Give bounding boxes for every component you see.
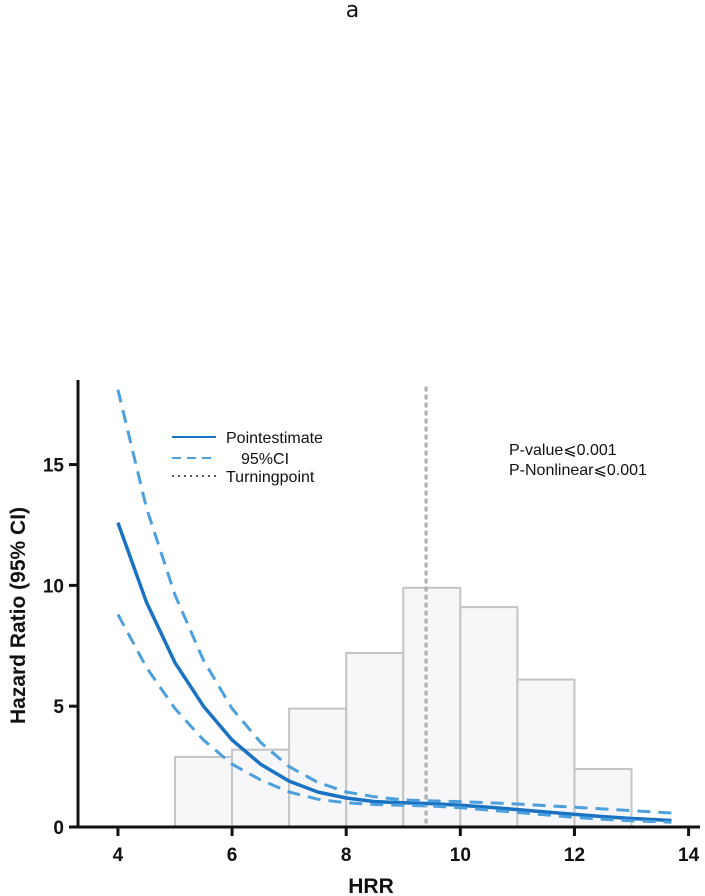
y-tick-label: 5 [53,697,64,718]
legend-label: 95%CI [241,451,289,468]
y-axis-title: Hazard Ratio (95% CI) [7,507,30,724]
x-tick-label: 14 [678,845,700,866]
axes: 4 6 8 10 12 14 0 5 10 15 HRR Hazard Ratio (95% CI) [7,380,700,896]
legend-label: Turningpoint [226,469,315,486]
x-tick-label: 8 [341,845,352,866]
legend-label: Pointestimate [226,430,323,447]
histogram-bar [516,678,576,829]
point-estimate-line [116,522,672,823]
histogram-bar [174,755,234,829]
histogram-bar [402,586,462,829]
annotations: P-value⩽0.001 P-Nonlinear⩽0.001 [509,442,647,479]
x-tick-label: 6 [227,845,238,866]
x-tick-label: 12 [564,845,585,866]
ci-lower-line [116,613,672,824]
histogram-bar [459,606,519,828]
x-tick-label: 10 [450,845,471,866]
y-tick-label: 10 [43,576,64,597]
x-axis-title: HRR [348,875,394,896]
histogram-bar [231,748,291,829]
panel-label: a [345,0,360,23]
p-value-annotation: P-value⩽0.001 [509,442,617,459]
ci-upper-line [116,389,672,815]
histogram [174,586,633,829]
y-tick-label: 0 [53,818,64,839]
x-tick-label: 4 [113,845,124,866]
y-tick-label: 15 [43,456,65,477]
series-lines [116,389,672,824]
p-value-annotation: P-Nonlinear⩽0.001 [509,462,647,479]
histogram-bar [288,707,348,828]
